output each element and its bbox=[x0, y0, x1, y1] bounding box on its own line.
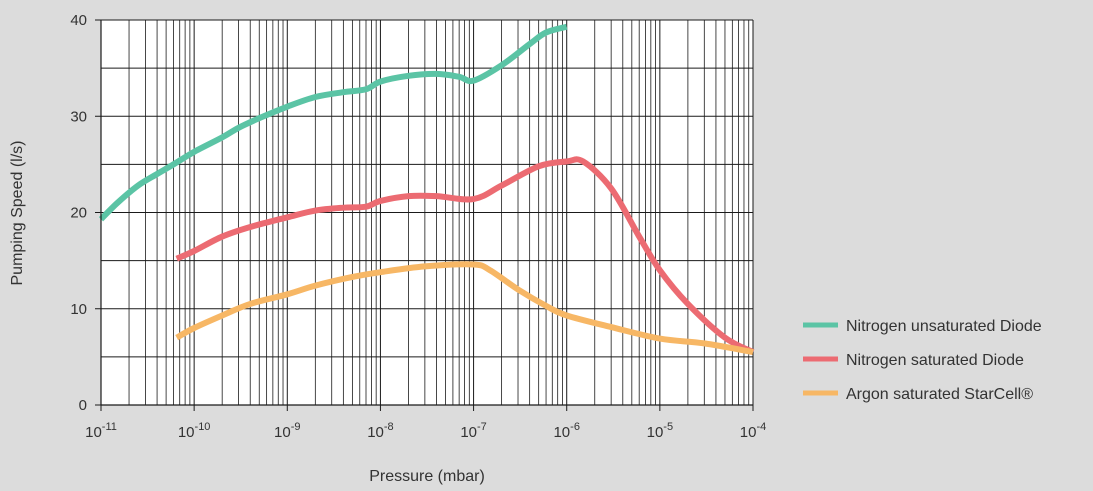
y-axis-title: Pumping Speed (l/s) bbox=[9, 141, 26, 286]
x-tick-label: 10-4 bbox=[740, 421, 766, 441]
legend-label-3: Argon saturated StarCell® bbox=[846, 386, 1033, 403]
series-line-3 bbox=[175, 261, 754, 356]
legend-label-1: Nitrogen unsaturated Diode bbox=[846, 318, 1042, 335]
x-tick-label: 10-9 bbox=[274, 421, 300, 441]
y-tick-label: 10 bbox=[70, 301, 87, 318]
series-line-2 bbox=[175, 156, 755, 355]
series-lines bbox=[98, 23, 755, 356]
x-tick-label: 10-11 bbox=[85, 421, 117, 441]
x-tick-label: 10-8 bbox=[367, 421, 393, 441]
y-tick-label: 20 bbox=[70, 205, 87, 222]
y-tick-label: 40 bbox=[70, 12, 87, 29]
axes: 0 10 20 30 40 10-11 10-10 10-9 10-8 10-7 10-6 10-5 1… bbox=[70, 12, 766, 441]
y-tick-label: 30 bbox=[70, 108, 87, 125]
legend-label-2: Nitrogen saturated Diode bbox=[846, 352, 1024, 369]
x-axis-title: Pressure (mbar) bbox=[369, 468, 485, 485]
x-tick-label: 10-5 bbox=[647, 421, 673, 441]
x-tick-label: 10-7 bbox=[460, 421, 486, 441]
y-tick-label: 0 bbox=[79, 397, 87, 414]
x-tick-label: 10-10 bbox=[178, 421, 211, 441]
legend: Nitrogen unsaturated Diode Nitrogen satur… bbox=[803, 318, 1042, 403]
x-tick-label: 10-6 bbox=[553, 421, 579, 441]
series-line-1 bbox=[98, 23, 568, 222]
